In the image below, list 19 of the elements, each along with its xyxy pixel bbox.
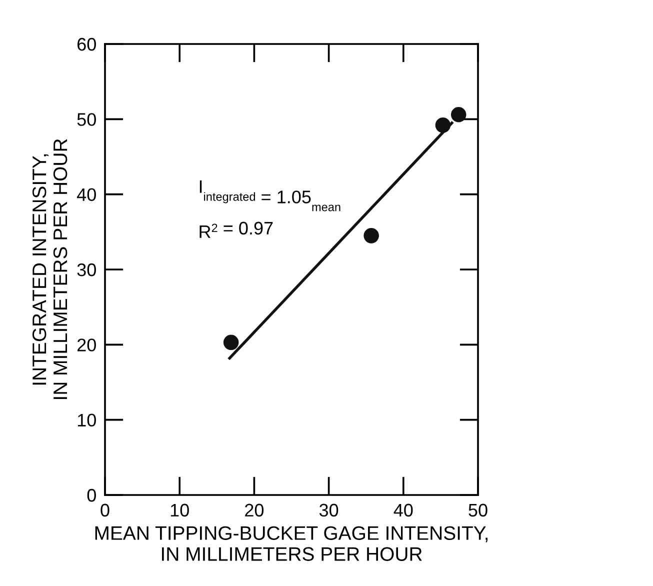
point [450, 107, 466, 122]
x-tick-label: 20 [245, 504, 264, 517]
annotation: Iintegrated = 1.05mean [200, 180, 340, 212]
y-tick-label: 0 [87, 488, 96, 502]
y-tick-label: 30 [77, 263, 96, 276]
y-tick-label: 10 [78, 414, 96, 427]
x-tick-label: 0 [100, 504, 110, 517]
x-tick-label: 40 [394, 504, 413, 517]
y-tick-label: 60 [78, 38, 96, 51]
x-tick-label: 30 [319, 504, 338, 517]
y-axis-title: INTEGRATED INTENSITY, IN MILLIMETERS PER HOUR [32, 139, 68, 399]
x-axis-title: MEAN TIPPING-BUCKET GAGE INTENSITY, IN MILLIMETERS PER HOUR [95, 526, 488, 561]
y-tick-label: 20 [77, 338, 96, 352]
x-tick-label: 10 [170, 504, 189, 517]
point [223, 334, 239, 350]
y-tick-label: 50 [77, 113, 96, 126]
point [364, 228, 379, 244]
y-tick-label: 40 [77, 188, 96, 202]
x-tick-label: 50 [468, 504, 488, 517]
